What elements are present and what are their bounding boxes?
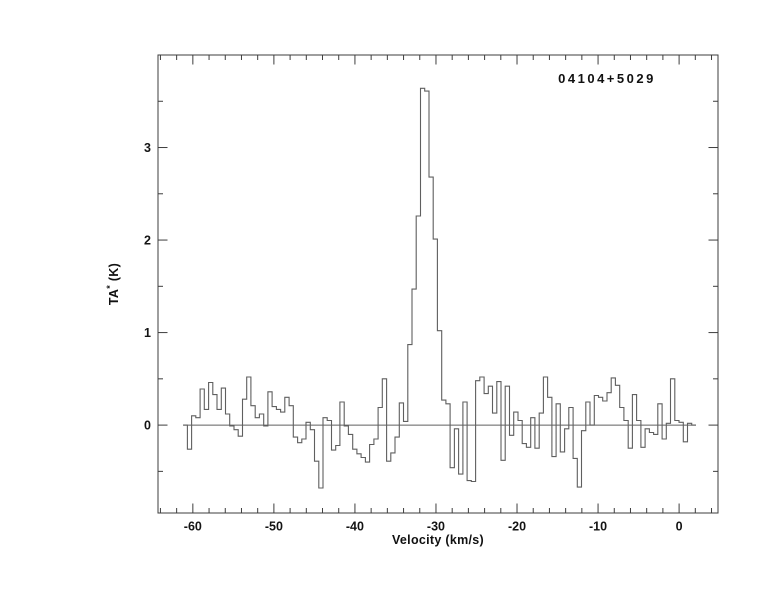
x-tick-label: -50 bbox=[265, 520, 283, 534]
y-tick-label: 3 bbox=[144, 141, 151, 155]
x-tick-label: 0 bbox=[676, 520, 683, 534]
x-tick-label: -30 bbox=[427, 520, 445, 534]
x-tick-label: -20 bbox=[508, 520, 526, 534]
y-axis-label-sup: * bbox=[105, 284, 115, 289]
plot-frame bbox=[157, 54, 719, 514]
x-axis-label: Velocity (km/s) bbox=[391, 533, 485, 547]
y-axis-label: TA* (K) bbox=[105, 199, 121, 369]
y-axis-label-unit: (K) bbox=[107, 262, 122, 285]
y-tick-label: 1 bbox=[144, 326, 151, 340]
y-tick-label: 0 bbox=[144, 419, 151, 433]
y-axis-label-base: TA bbox=[107, 288, 122, 306]
x-tick-label: -10 bbox=[589, 520, 607, 534]
spectrum-trace bbox=[183, 87, 696, 489]
x-tick-label: -40 bbox=[346, 520, 364, 534]
x-tick-label: -60 bbox=[184, 520, 202, 534]
source-title: 04104+5029 bbox=[558, 71, 656, 86]
y-tick-label: 2 bbox=[144, 234, 151, 248]
